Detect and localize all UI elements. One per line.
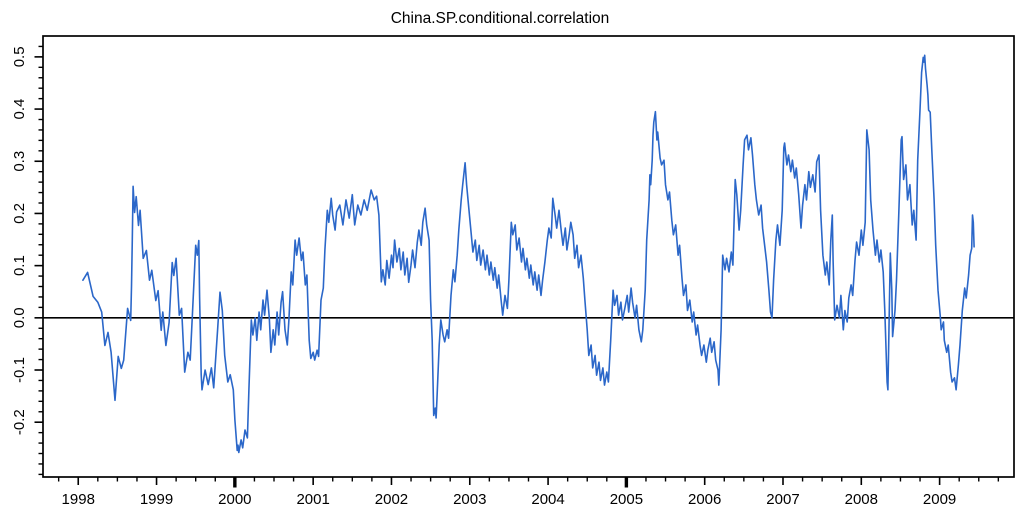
x-tick-label: 1998 — [62, 491, 95, 508]
x-tick-label: 2006 — [688, 491, 721, 508]
plot-box — [42, 35, 1015, 478]
x-tick-label: 2007 — [766, 491, 799, 508]
y-tick-label: 0.4 — [11, 99, 28, 120]
x-tick-label: 2004 — [531, 491, 564, 508]
x-tick-label: 2001 — [296, 491, 329, 508]
x-tick-label: 1999 — [140, 491, 173, 508]
x-tick-label: 2009 — [923, 491, 956, 508]
y-tick-label: 0.2 — [11, 203, 28, 224]
x-tick-label: 2003 — [453, 491, 486, 508]
y-tick-label: 0.5 — [11, 46, 28, 67]
y-tick-label: 0.3 — [11, 151, 28, 172]
x-axis: 1998 1999 2000 2001 2002 2003 2004 2005 2006 2007… — [57, 477, 1000, 508]
x-tick-label: 2008 — [845, 491, 878, 508]
x-tick-label: 2002 — [375, 491, 408, 508]
y-tick-label: 0.1 — [11, 255, 28, 276]
y-tick-label: 0.0 — [11, 307, 28, 328]
y-axis: -0.2 -0.1 0.0 0.1 0.2 0.3 0.4 0.5 — [11, 45, 43, 476]
y-tick-label: -0.2 — [11, 409, 28, 435]
chart-title: China.SP.conditional.correlation — [391, 10, 610, 27]
y-tick-label: -0.1 — [11, 357, 28, 383]
series-line — [82, 54, 975, 454]
x-tick-label: 2000 — [218, 491, 251, 508]
x-tick-label: 2005 — [610, 491, 643, 508]
